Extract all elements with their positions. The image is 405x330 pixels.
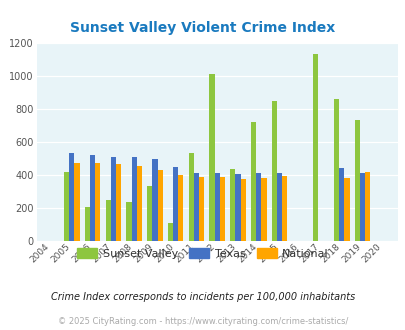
Bar [235, 174, 240, 241]
Bar [152, 159, 157, 241]
Bar [339, 168, 343, 241]
Bar [178, 175, 183, 241]
Bar [64, 172, 69, 241]
Bar [354, 120, 359, 241]
Bar [105, 200, 111, 241]
Text: Crime Index corresponds to incidents per 100,000 inhabitants: Crime Index corresponds to incidents per… [51, 292, 354, 302]
Text: Sunset Valley Violent Crime Index: Sunset Valley Violent Crime Index [70, 21, 335, 35]
Bar [271, 101, 276, 241]
Bar [359, 173, 364, 241]
Bar [131, 157, 136, 241]
Bar [240, 179, 245, 241]
Bar [209, 74, 214, 241]
Bar [333, 99, 339, 241]
Bar [313, 54, 318, 241]
Bar [173, 168, 178, 241]
Bar [188, 153, 193, 241]
Bar [219, 177, 224, 241]
Bar [250, 122, 256, 241]
Bar [85, 207, 90, 241]
Bar [343, 178, 349, 241]
Bar [157, 170, 162, 241]
Bar [136, 166, 142, 241]
Bar [116, 164, 121, 241]
Bar [111, 157, 116, 241]
Bar [256, 173, 261, 241]
Bar [193, 173, 198, 241]
Bar [74, 163, 79, 241]
Bar [281, 176, 287, 241]
Bar [214, 173, 219, 241]
Bar [276, 173, 281, 241]
Bar [198, 177, 204, 241]
Text: © 2025 CityRating.com - https://www.cityrating.com/crime-statistics/: © 2025 CityRating.com - https://www.city… [58, 317, 347, 326]
Bar [261, 178, 266, 241]
Bar [126, 202, 131, 241]
Bar [230, 169, 235, 241]
Bar [147, 186, 152, 241]
Bar [168, 223, 173, 241]
Bar [90, 155, 95, 241]
Bar [95, 163, 100, 241]
Bar [69, 153, 74, 241]
Legend: Sunset Valley, Texas, National: Sunset Valley, Texas, National [72, 244, 333, 263]
Bar [364, 172, 369, 241]
